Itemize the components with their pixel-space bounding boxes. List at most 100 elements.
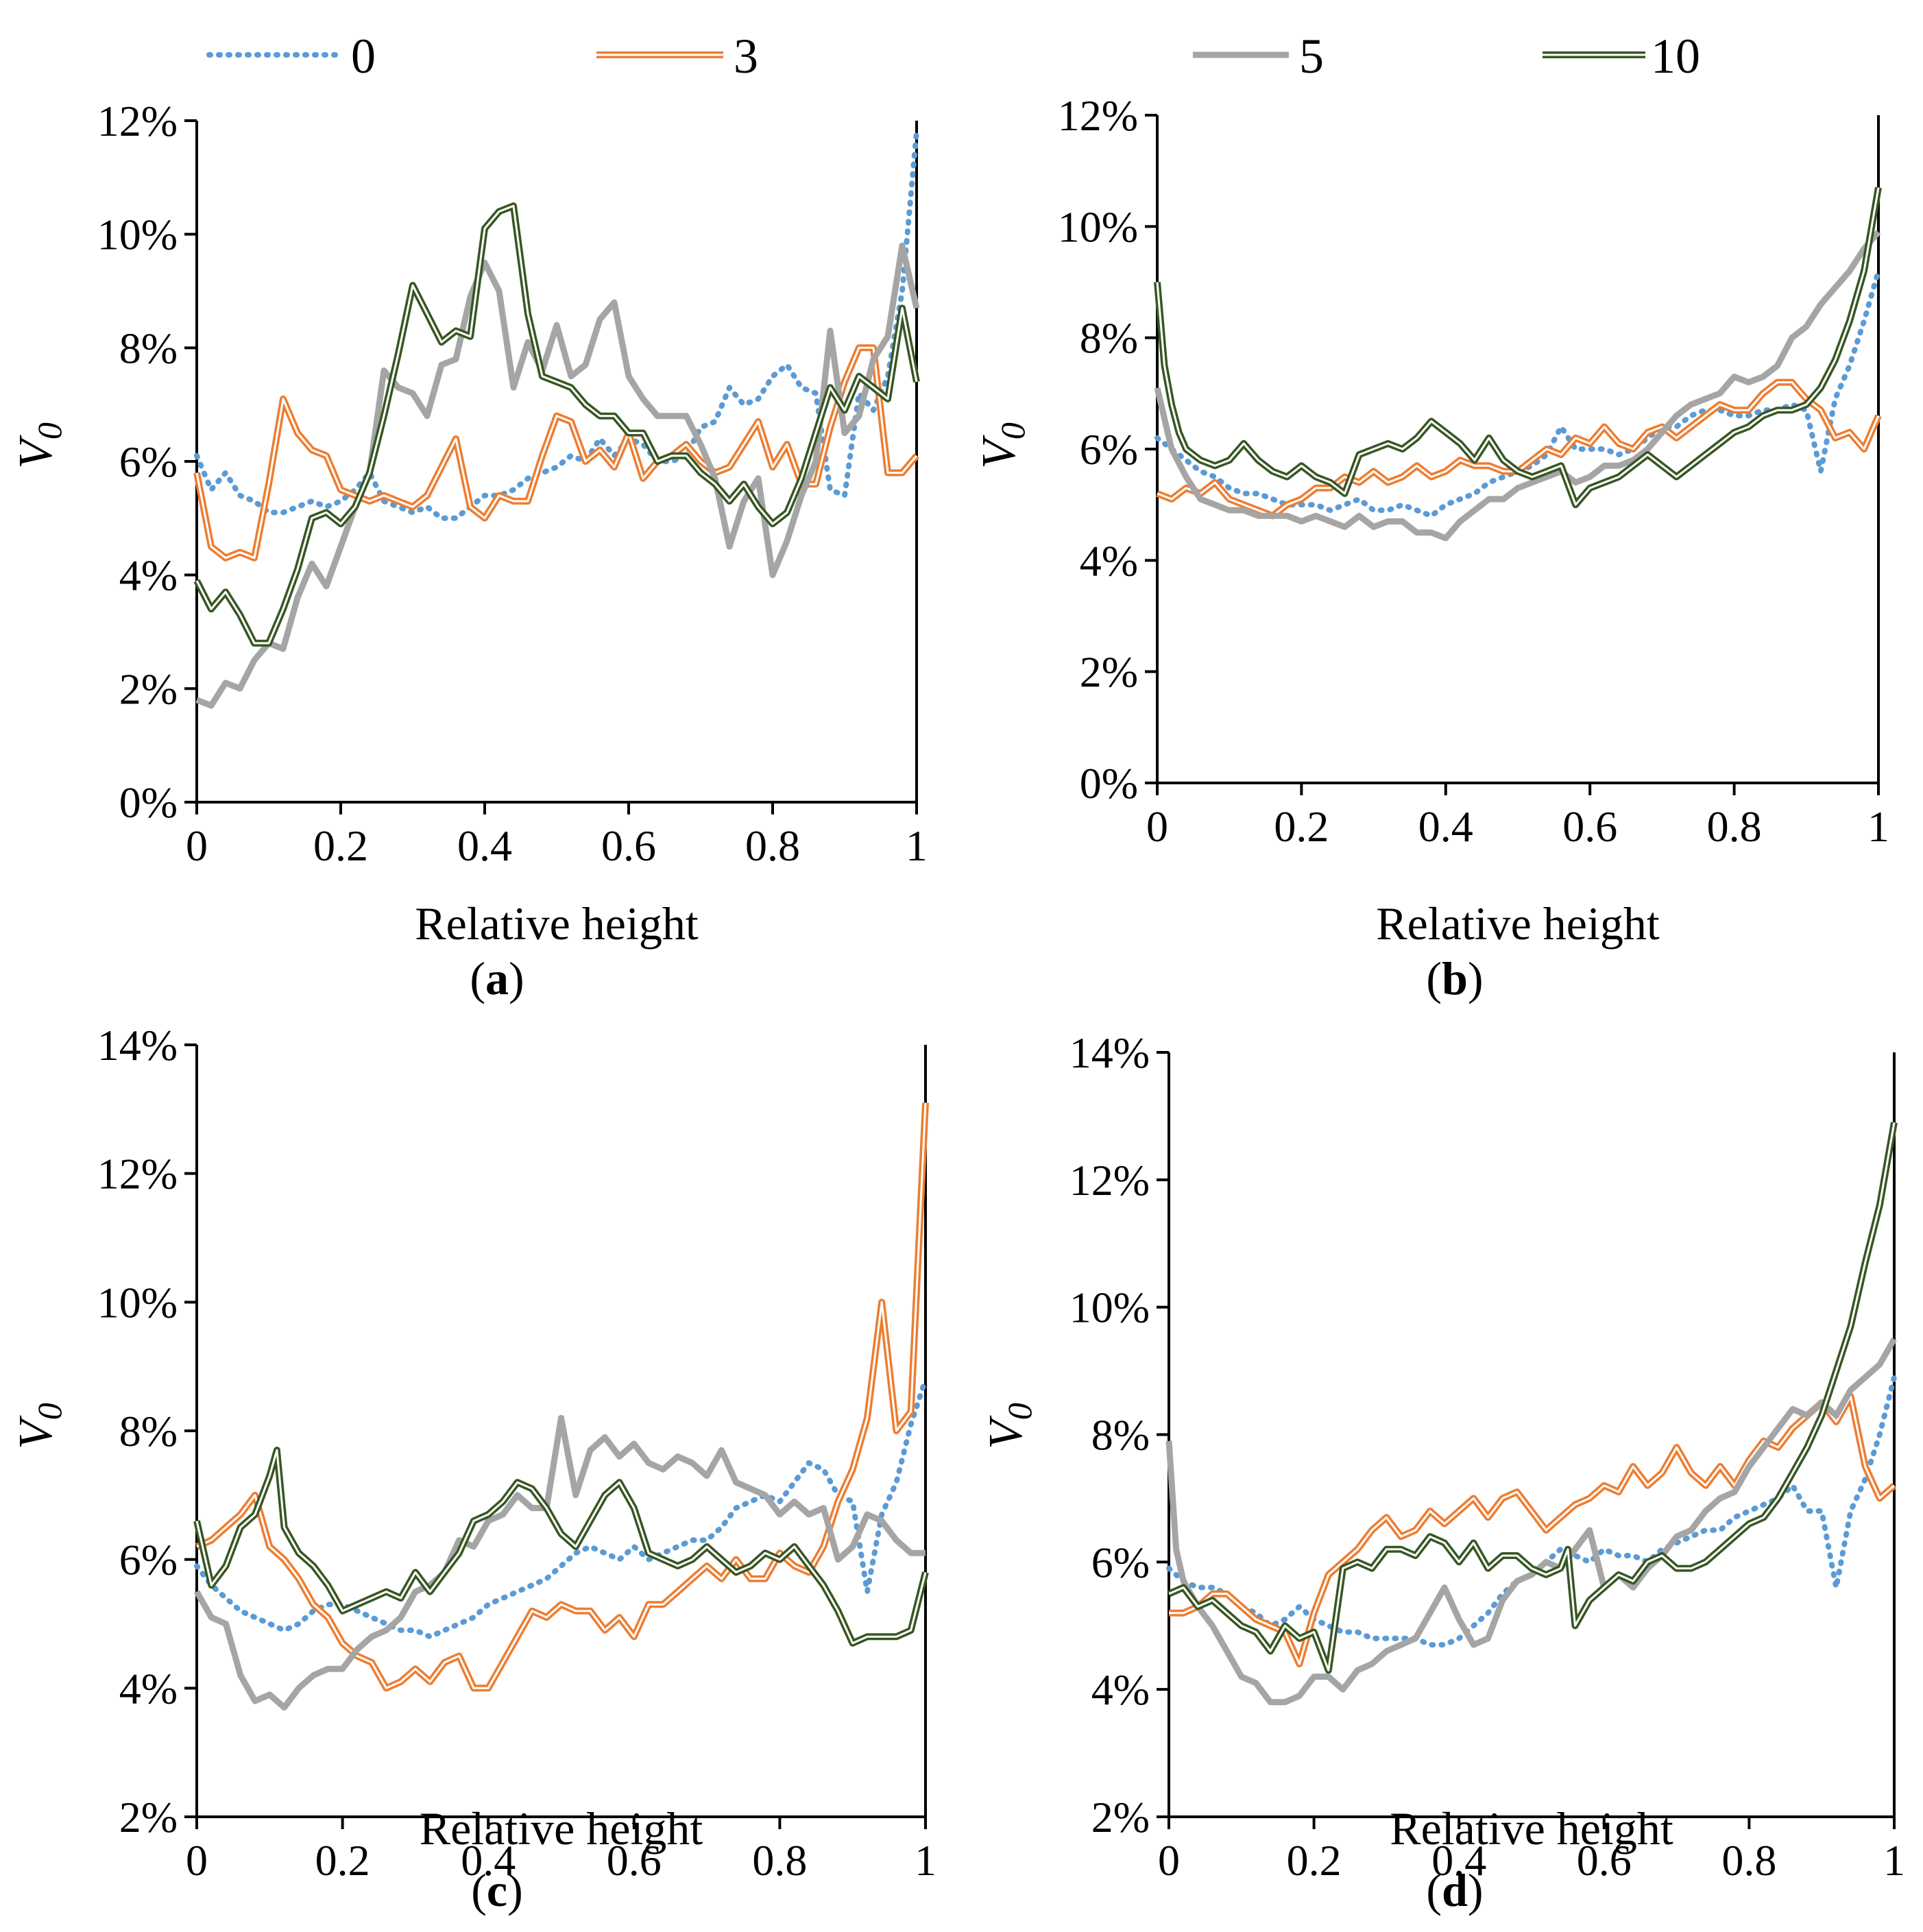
legend: 0 3 5 10 — [206, 29, 1700, 84]
y-tick-label: 4% — [1091, 1665, 1150, 1714]
panel-a: 0% 2% 4% 6% 8% 10% 12% 0 0.2 0.4 0.6 0.8 1 Relative h… — [10, 97, 928, 1004]
y-tick-label: 10% — [97, 210, 178, 259]
x-tick-label: 0.2 — [1287, 1836, 1342, 1885]
y-tick-label: 10% — [1069, 1283, 1150, 1332]
series-line-5 — [1154, 230, 1881, 542]
x-tick-label: 0.4 — [457, 821, 512, 870]
series-line-outer — [193, 1447, 929, 1647]
y-tick-label: 12% — [97, 1150, 178, 1198]
series-line-inner — [195, 1449, 927, 1645]
y-tick-label: 14% — [97, 1021, 178, 1070]
y-tick-label: 12% — [1069, 1156, 1150, 1205]
x-tick-label: 0.8 — [752, 1836, 807, 1885]
series-line-outer — [1167, 1122, 1898, 1674]
panel-label: (d) — [1426, 1864, 1483, 1916]
y-tick-label: 10% — [1058, 202, 1138, 251]
y-tick-label: 6% — [1091, 1538, 1150, 1586]
x-tick-label: 0.4 — [461, 1836, 516, 1885]
y-tick-label: 0% — [119, 778, 178, 827]
x-tick-label: 0.2 — [1274, 802, 1329, 851]
panel-d: 2% 4% 6% 8% 10% 12% 14% 0 0.2 0.4 0.6 0.8 1 Relative … — [980, 1028, 1905, 1916]
legend-label: 0 — [351, 29, 376, 84]
y-tick-label: 12% — [1058, 91, 1138, 140]
panel-label: (b) — [1426, 952, 1483, 1004]
x-tick-label: 0.4 — [1418, 802, 1473, 851]
y-tick-label: 2% — [1091, 1793, 1150, 1842]
panel-c: 2% 4% 6% 8% 10% 12% 14% 0 0.2 0.4 0.6 0.8 1 Relative … — [10, 1021, 936, 1916]
y-tick-label: 4% — [119, 1664, 178, 1713]
series-line-5 — [194, 1414, 926, 1711]
y-axis-label: V0 — [980, 1403, 1039, 1449]
y-tick-label: 4% — [119, 551, 178, 600]
legend-item-0: 0 — [206, 29, 376, 84]
x-tick-label: 0.2 — [313, 821, 368, 870]
x-tick-label: 1 — [915, 1836, 936, 1885]
y-tick-label: 2% — [119, 1793, 178, 1842]
legend-item-3: 3 — [596, 29, 758, 84]
legend-label: 10 — [1651, 29, 1700, 84]
x-tick-label: 0 — [186, 821, 208, 870]
series-line-inner — [1156, 187, 1880, 506]
x-tick-label: 0 — [1146, 802, 1168, 851]
y-axis-label: V0 — [10, 422, 69, 469]
y-tick-label: 12% — [97, 97, 178, 145]
x-tick-label: 0.8 — [1721, 1836, 1776, 1885]
y-tick-label: 6% — [1080, 425, 1138, 474]
x-axis-label: Relative height — [420, 1802, 703, 1855]
x-tick-label: 0.8 — [1707, 802, 1762, 851]
series-line-inner — [196, 1102, 927, 1689]
panel-label: (a) — [470, 952, 524, 1004]
legend-item-10: 10 — [1543, 29, 1700, 84]
y-tick-label: 6% — [119, 1536, 178, 1584]
x-tick-label: 0.6 — [1577, 1836, 1632, 1885]
y-tick-label: 2% — [1080, 648, 1138, 697]
series-line-3 — [195, 1102, 929, 1692]
legend-label: 3 — [734, 29, 758, 84]
y-tick-label: 8% — [119, 324, 178, 372]
series-line-inner — [1169, 1395, 1895, 1665]
x-tick-label: 0 — [186, 1836, 208, 1885]
y-axis-label: V0 — [973, 422, 1032, 469]
x-tick-label: 0.2 — [315, 1836, 370, 1885]
panel-label: (c) — [471, 1864, 523, 1916]
x-tick-label: 1 — [1883, 1836, 1905, 1885]
y-tick-label: 10% — [97, 1278, 178, 1327]
legend-label: 5 — [1299, 29, 1324, 84]
series-line-0 — [194, 129, 919, 521]
series-line-3 — [193, 344, 919, 562]
y-axis-label: V0 — [10, 1403, 69, 1449]
y-tick-label: 8% — [1091, 1411, 1150, 1460]
series-line-outer — [1154, 186, 1882, 509]
legend-item-5: 5 — [1193, 29, 1324, 84]
x-tick-label: 0.6 — [607, 1836, 662, 1885]
x-axis-label: Relative height — [1390, 1802, 1673, 1855]
x-tick-label: 0.6 — [601, 821, 656, 870]
series-line-10 — [193, 202, 920, 647]
series-line-10 — [1167, 1122, 1898, 1674]
y-tick-label: 8% — [119, 1407, 178, 1456]
series-line-10 — [1154, 186, 1882, 509]
y-tick-label: 8% — [1080, 314, 1138, 363]
y-tick-label: 4% — [1080, 536, 1138, 585]
series-line-5 — [1165, 1337, 1897, 1706]
x-axis-label: Relative height — [1376, 897, 1660, 950]
panel-b: 0% 2% 4% 6% 8% 10% 12% 0 0.2 0.4 0.6 0.8 1 Relative h… — [973, 91, 1889, 1004]
x-tick-label: 0 — [1158, 1836, 1180, 1885]
x-tick-label: 1 — [906, 821, 928, 870]
x-tick-label: 1 — [1867, 802, 1889, 851]
series-line-inner — [195, 204, 918, 644]
series-line-0 — [1154, 268, 1881, 519]
series-line-3 — [1169, 1392, 1897, 1667]
x-tick-label: 0.6 — [1562, 802, 1617, 851]
x-tick-label: 0.4 — [1431, 1836, 1486, 1885]
y-tick-label: 14% — [1069, 1028, 1150, 1077]
series-line-10 — [193, 1447, 929, 1647]
series-line-5 — [195, 242, 920, 709]
series-line-inner — [195, 346, 918, 559]
series-line-inner — [1168, 1122, 1896, 1671]
y-tick-label: 0% — [1080, 759, 1138, 808]
y-tick-label: 6% — [119, 437, 178, 486]
series-line-outer — [195, 1102, 929, 1692]
x-axis-label: Relative height — [415, 897, 699, 950]
